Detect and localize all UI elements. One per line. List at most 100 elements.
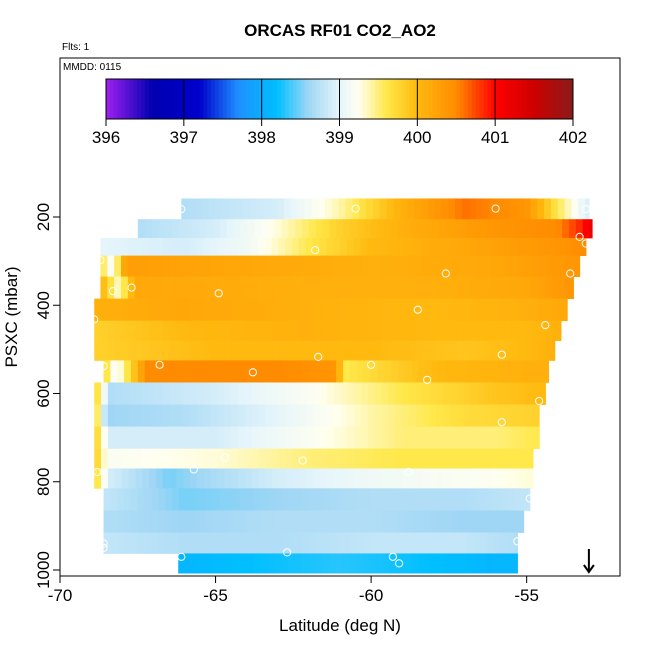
heatmap-cell (114, 426, 123, 450)
heatmap-cell (517, 255, 526, 277)
heatmap-cell (278, 255, 286, 277)
heatmap-cell (449, 255, 457, 277)
heatmap-cell (500, 360, 508, 383)
heatmap-cell (263, 198, 271, 220)
heatmap-cell (409, 448, 417, 469)
heatmap-cell (326, 237, 334, 257)
heatmap-cell (320, 468, 328, 489)
heatmap-cell (315, 219, 324, 239)
colorbar-segment (316, 79, 321, 119)
heatmap-cell (135, 426, 143, 450)
y-tick-label: 400 (34, 291, 53, 319)
heatmap-cell (397, 488, 406, 511)
heatmap-cell (390, 553, 398, 574)
heatmap-cell (360, 255, 368, 277)
heatmap-cell (470, 298, 479, 322)
heatmap-cell (333, 448, 342, 469)
y-axis-label: PSXC (mbar) (2, 266, 21, 367)
colorbar-segment (172, 79, 177, 119)
heatmap-cell (210, 404, 219, 427)
heatmap-cell (483, 255, 492, 277)
heatmap-cell (141, 255, 149, 277)
heatmap-cell (343, 360, 351, 383)
heatmap-cell (280, 553, 289, 574)
heatmap-cell (353, 276, 362, 300)
heatmap-cell (168, 255, 177, 277)
heatmap-cell (165, 510, 173, 533)
heatmap-cell (354, 404, 362, 427)
sample-circle (314, 352, 323, 361)
heatmap-cell (127, 276, 136, 300)
heatmap-cell (260, 360, 269, 383)
heatmap-cell (251, 320, 260, 341)
heatmap-cell (511, 426, 520, 450)
heatmap-cell (532, 426, 540, 450)
heatmap-cell (340, 404, 349, 427)
heatmap-cell (404, 488, 413, 511)
heatmap-cell (409, 468, 417, 489)
heatmap-cell (363, 219, 372, 239)
heatmap-cell (367, 276, 375, 300)
heatmap-cell (541, 219, 550, 239)
heatmap-cell (347, 320, 355, 341)
heatmap-cell (361, 298, 369, 322)
colorbar-segment (565, 79, 570, 119)
heatmap-cell (137, 360, 146, 383)
heatmap-cell (347, 426, 355, 450)
colorbar-segment (339, 79, 344, 119)
heatmap-cell (513, 553, 518, 574)
heatmap-cell (274, 510, 283, 533)
heatmap-cell (142, 404, 150, 427)
heatmap-cell (267, 360, 276, 383)
heatmap-cell (438, 488, 447, 511)
heatmap-cell (121, 468, 130, 489)
heatmap-cell (415, 298, 424, 322)
heatmap-cell (463, 404, 472, 427)
heatmap-cell (376, 553, 385, 574)
heatmap-cell (436, 298, 444, 322)
colorbar-segment (312, 79, 317, 119)
heatmap-cell (368, 468, 376, 489)
heatmap-cell (349, 553, 357, 574)
heatmap-cell (452, 219, 461, 239)
heatmap-cell (343, 219, 351, 239)
heatmap-cell (247, 488, 255, 511)
heatmap-cell (244, 426, 253, 450)
heatmap-cell (422, 276, 430, 300)
heatmap-cell (265, 448, 273, 469)
heatmap-cell (391, 219, 399, 239)
heatmap-cell (388, 320, 396, 341)
heatmap-cell (237, 340, 246, 361)
heatmap-cell (94, 298, 102, 322)
heatmap-cell (336, 488, 344, 511)
heatmap-cell (363, 510, 372, 533)
heatmap-cell (465, 553, 474, 574)
heatmap-cell (101, 404, 109, 427)
heatmap-cell (504, 298, 513, 322)
heatmap-cell (206, 219, 214, 239)
heatmap-cell (130, 360, 139, 383)
colorbar-segment (168, 79, 173, 119)
heatmap-cell (137, 219, 146, 239)
heatmap-cell (432, 360, 440, 383)
heatmap-cell (247, 532, 255, 554)
heatmap-cell (101, 426, 109, 450)
heatmap-cell (299, 298, 307, 322)
heatmap-cell (272, 448, 280, 469)
colorbar-segment (137, 79, 142, 119)
heatmap-cell (267, 219, 276, 239)
heatmap-cell (476, 237, 485, 257)
heatmap-cell (500, 510, 508, 533)
heatmap-cell (438, 219, 447, 239)
heatmap-cell (135, 468, 143, 489)
heatmap-cell (295, 510, 303, 533)
heatmap-cell (493, 219, 502, 239)
heatmap-cell (231, 320, 239, 341)
heatmap-cell (559, 237, 567, 257)
heatmap-cell (320, 426, 328, 450)
heatmap-cell (449, 237, 457, 257)
heatmap-cell (251, 298, 260, 322)
colorbar-segment (121, 79, 126, 119)
heatmap-cell (251, 276, 259, 300)
heatmap-cell (285, 468, 294, 489)
